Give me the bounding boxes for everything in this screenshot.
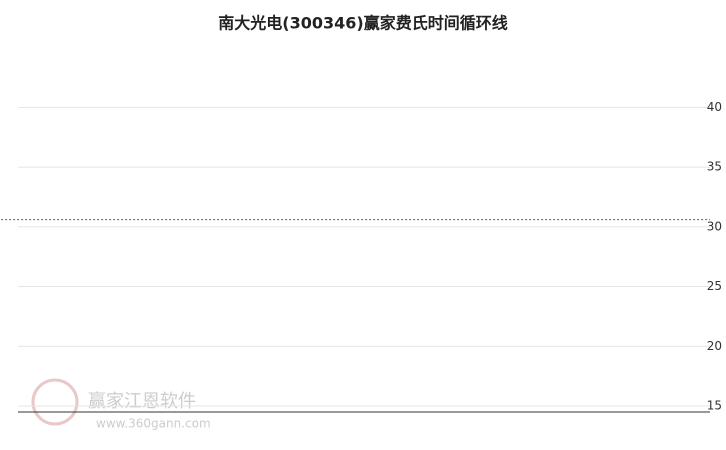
watermark: 赢家江恩软件 (88, 390, 196, 412)
watermark-url: www.360gann.com (96, 417, 211, 431)
y-tick-label: 15 (707, 399, 722, 413)
chart-title: 南大光电(300346)赢家费氏时间循环线 (218, 14, 507, 33)
y-tick-label: 40 (707, 100, 722, 114)
y-tick-label: 35 (707, 160, 722, 174)
watermark-logo (31, 378, 79, 426)
y-tick-label: 25 (707, 279, 722, 293)
y-tick-label: 20 (707, 339, 722, 353)
y-tick-label: 30 (707, 219, 722, 233)
